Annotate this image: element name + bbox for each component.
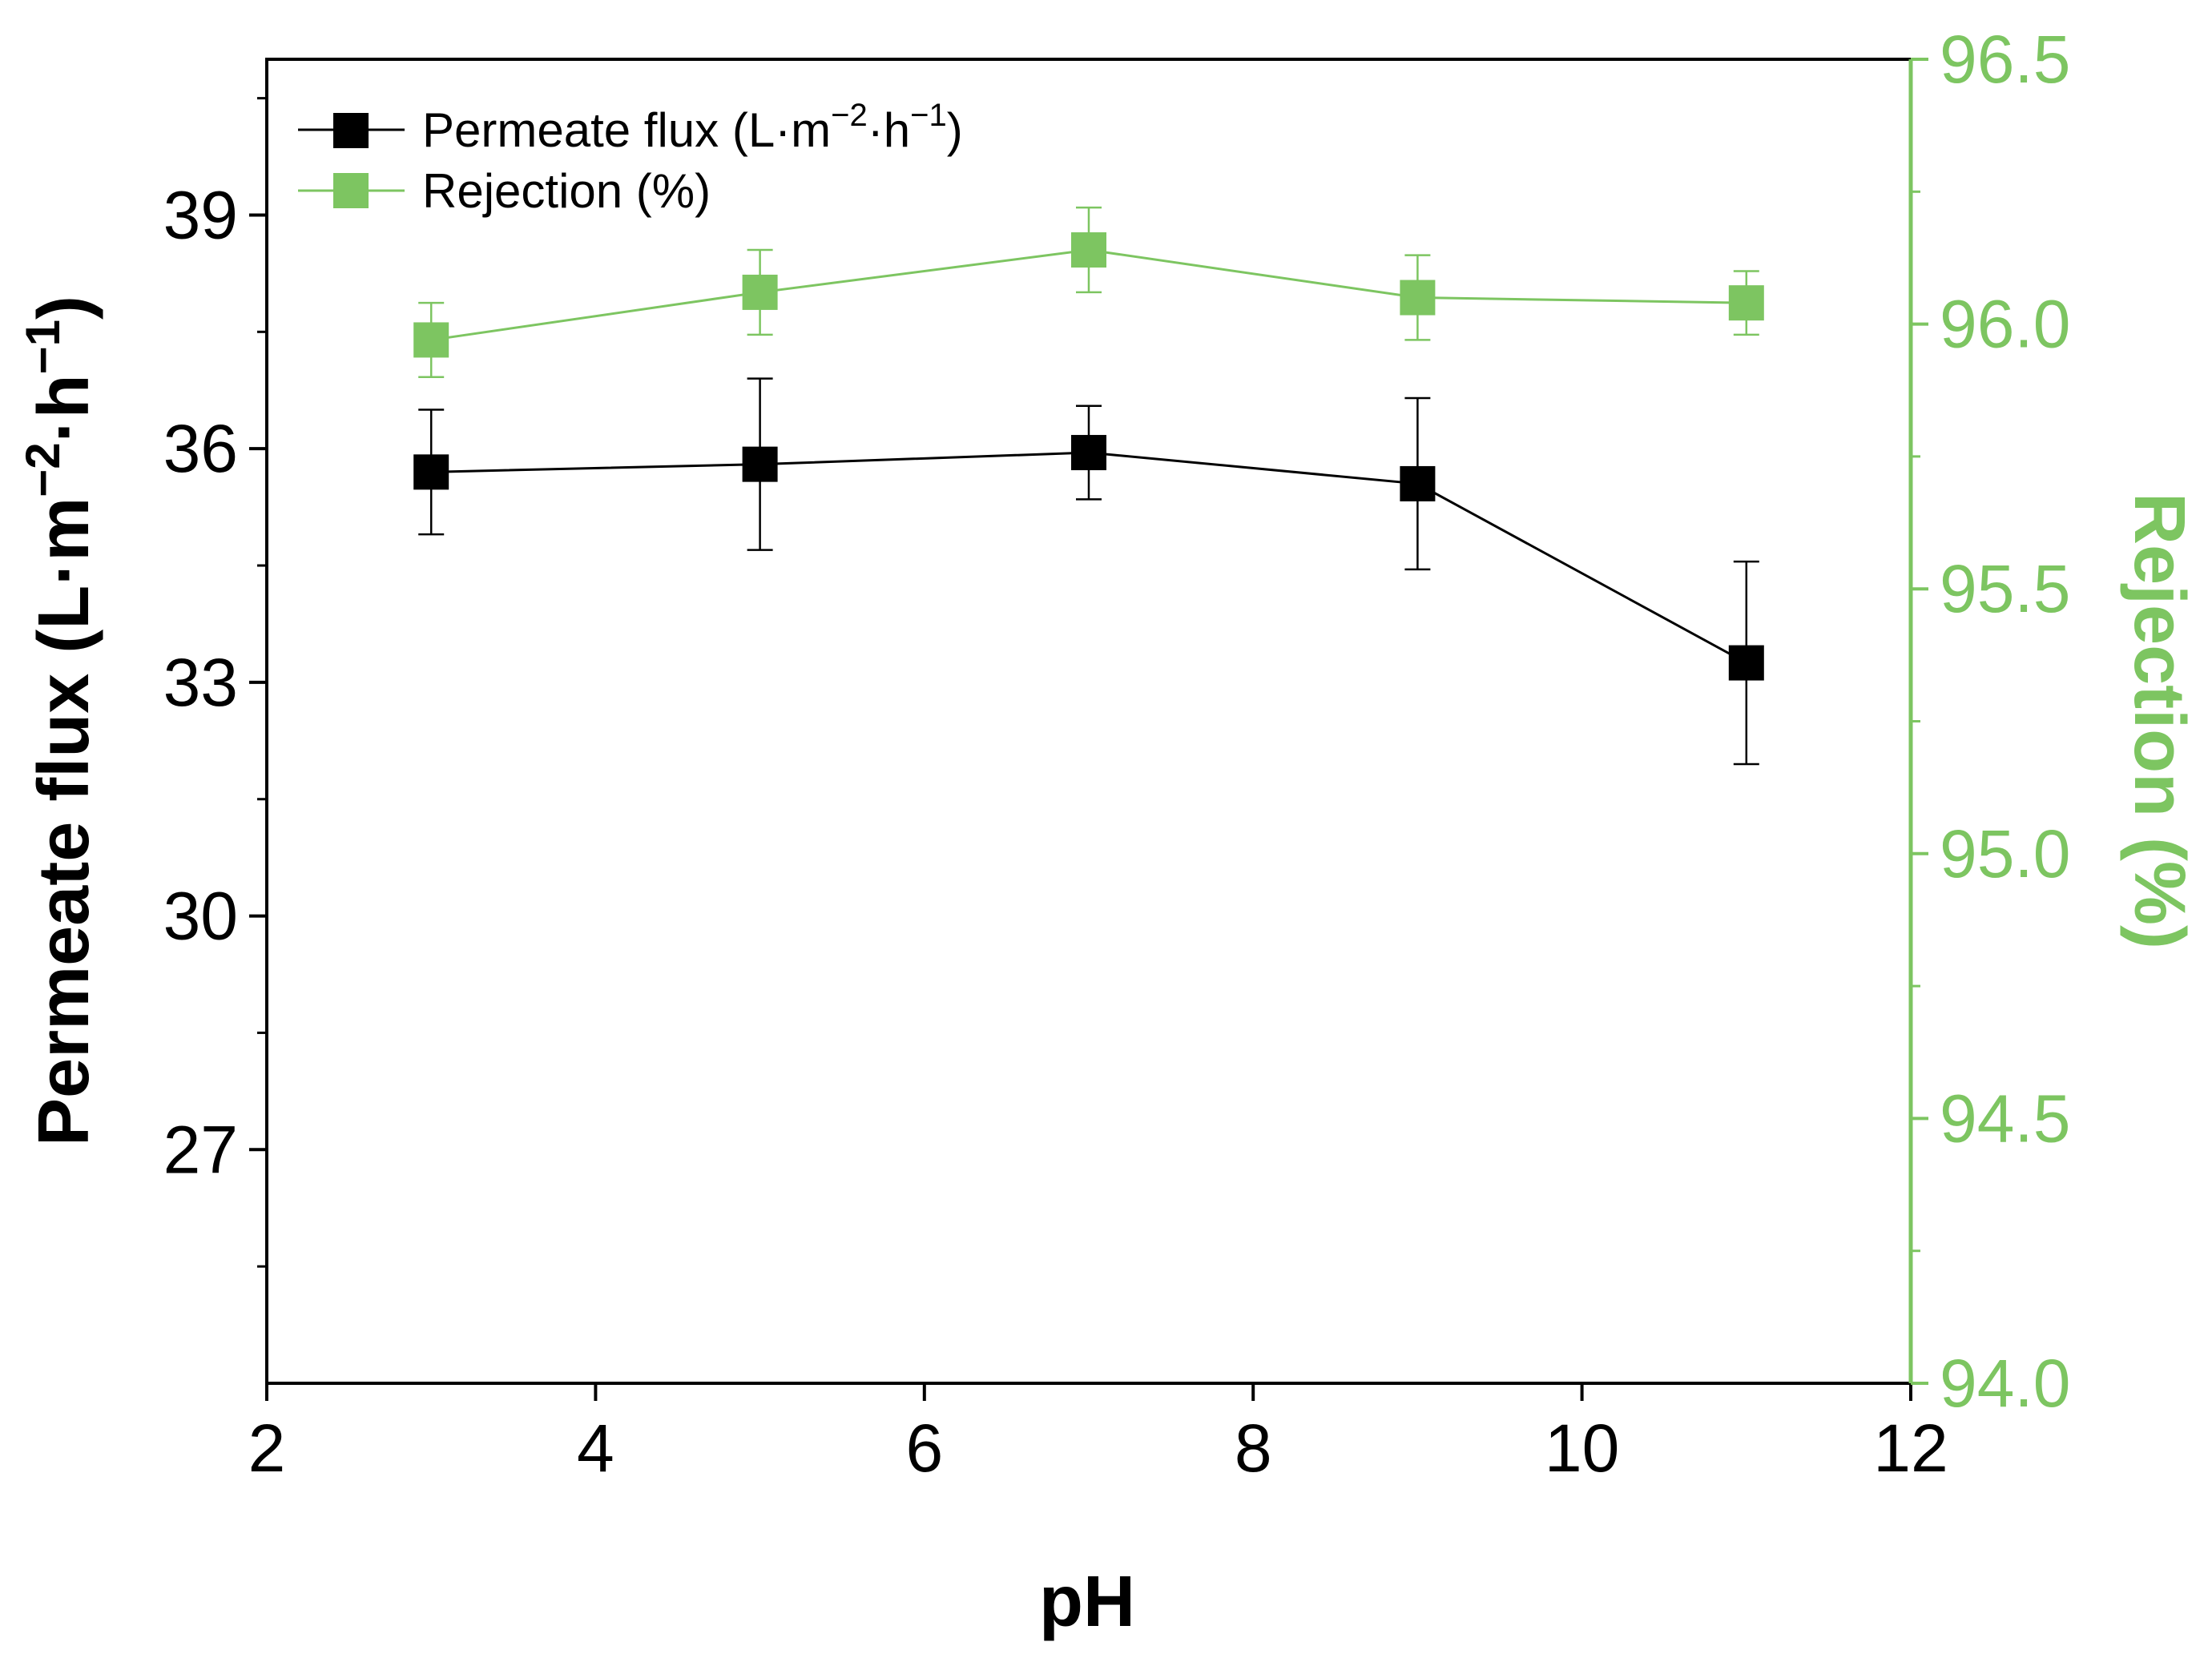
right-y-tick-label: 95.0 [1940,816,2071,891]
x-tick-label: 8 [1235,1411,1272,1486]
right-y-axis-title: Rejection (%) [2119,493,2199,949]
data-point-rejection [1071,232,1106,268]
series-layer [413,206,1764,766]
left-y-tick-label: 27 [163,1112,238,1187]
x-axis-ticks: 2 4 6 8 10 12 [248,1383,1948,1486]
data-point-permeate-flux [742,446,778,482]
legend-label-permeate-flux: Permeate flux (L·m−2·h−1) [422,98,963,157]
right-y-tick-label: 96.5 [1940,22,2071,97]
left-y-tick-label: 30 [163,879,238,954]
x-tick-label: 2 [248,1411,286,1486]
left-y-tick-label: 36 [163,411,238,486]
right-y-tick-label: 94.0 [1940,1346,2071,1421]
legend-label-rejection: Rejection (%) [422,164,711,218]
x-axis-title: pH [1039,1562,1135,1642]
data-point-rejection [742,274,778,310]
data-point-rejection [1728,285,1764,321]
legend-marker-permeate-flux [333,113,369,148]
right-y-tick-label: 94.5 [1940,1081,2071,1156]
left-y-axis-title: Permeate flux (L·m−2·h−1) [16,296,104,1146]
series-rejection [413,206,1764,378]
left-y-tick-label: 33 [163,645,238,720]
left-y-tick-label: 39 [163,177,238,252]
legend-item-rejection: Rejection (%) [298,164,711,218]
data-point-permeate-flux [1728,645,1764,681]
data-point-rejection [413,322,449,358]
x-tick-label: 12 [1873,1411,1948,1486]
left-y-axis-ticks: 27 30 33 36 39 [163,97,267,1268]
legend: Permeate flux (L·m−2·h−1) Rejection (%) [298,98,963,218]
series-permeate-flux [413,377,1764,766]
legend-item-permeate-flux: Permeate flux (L·m−2·h−1) [298,98,963,157]
data-point-permeate-flux [1400,465,1436,501]
right-y-axis-ticks: 94.0 94.5 95.0 95.5 96.0 96.5 [1911,22,2071,1421]
data-point-rejection [1400,280,1436,316]
x-tick-label: 10 [1545,1411,1619,1486]
data-point-permeate-flux [1071,435,1106,471]
x-tick-label: 4 [577,1411,614,1486]
data-point-permeate-flux [413,454,449,490]
x-tick-label: 6 [905,1411,943,1486]
right-y-tick-label: 96.0 [1940,287,2071,362]
right-y-tick-label: 95.5 [1940,551,2071,626]
legend-marker-rejection [333,173,369,208]
